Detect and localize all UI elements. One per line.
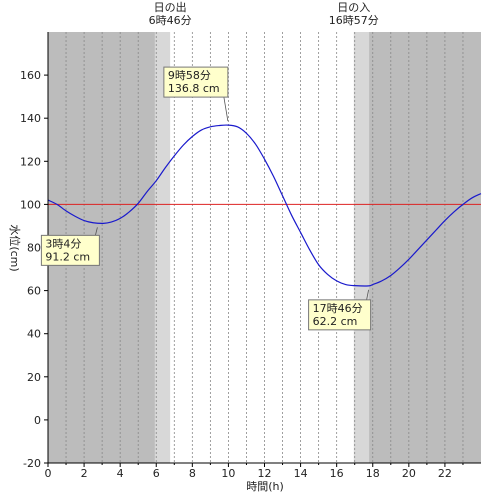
x-tick-label: 2 bbox=[81, 467, 88, 480]
tick-labels: -20 0 20 40 60 80 100 120 140 160 0 2 4 6 8 10 12 14 16 18 2… bbox=[20, 69, 452, 480]
callout-time: 3時4分 bbox=[45, 237, 81, 250]
y-tick-label: 0 bbox=[34, 414, 41, 427]
y-tick-label: 100 bbox=[20, 198, 41, 211]
callout-box bbox=[308, 299, 372, 331]
series-group bbox=[47, 124, 482, 287]
y-tick-label: 160 bbox=[20, 69, 41, 82]
y-tick-label: 20 bbox=[27, 371, 41, 384]
callout-pointer bbox=[223, 97, 229, 122]
sunset-label-line2: 16時57分 bbox=[329, 14, 379, 27]
sun-labels: 日の出 6時46分 日の入 16時57分 bbox=[149, 0, 379, 27]
x-tick-label: 22 bbox=[438, 467, 452, 480]
callout-time: 17時46分 bbox=[313, 302, 363, 315]
x-tick-label: 10 bbox=[221, 467, 235, 480]
callout-time: 9時58分 bbox=[168, 69, 211, 82]
x-tick-label: 16 bbox=[330, 467, 344, 480]
x-tick-label: 20 bbox=[402, 467, 416, 480]
y-tick-label: 120 bbox=[20, 155, 41, 168]
callout-box bbox=[40, 234, 100, 266]
callout-value: 136.8 cm bbox=[168, 82, 220, 95]
y-axis-label: 水位(cm) bbox=[8, 224, 22, 271]
day-band bbox=[170, 32, 354, 463]
series-line bbox=[47, 124, 482, 287]
callout-value: 62.2 cm bbox=[313, 315, 358, 328]
callout-value: 91.2 cm bbox=[45, 250, 90, 263]
y-tick-label: 140 bbox=[20, 112, 41, 125]
x-tick-label: 4 bbox=[117, 467, 124, 480]
x-tick-label: 18 bbox=[366, 467, 380, 480]
y-tick-label: -20 bbox=[23, 457, 41, 470]
callout-box bbox=[163, 66, 229, 98]
x-tick-label: 12 bbox=[258, 467, 272, 480]
callout-pointer bbox=[94, 227, 98, 236]
callout-pointer bbox=[366, 289, 369, 300]
sunrise-label-line1: 日の出 bbox=[154, 0, 187, 14]
daylight-bands bbox=[48, 32, 481, 463]
y-tick-label: 40 bbox=[27, 328, 41, 341]
y-tick-label: 60 bbox=[27, 285, 41, 298]
x-tick-label: 14 bbox=[294, 467, 308, 480]
x-tick-label: 0 bbox=[45, 467, 52, 480]
x-tick-label: 8 bbox=[189, 467, 196, 480]
sunset-label-line1: 日の入 bbox=[337, 1, 370, 14]
sunrise-label-line2: 6時46分 bbox=[149, 14, 192, 27]
y-tick-label: 80 bbox=[27, 242, 41, 255]
x-axis-label: 時間(h) bbox=[246, 480, 284, 493]
x-tick-label: 6 bbox=[153, 467, 160, 480]
